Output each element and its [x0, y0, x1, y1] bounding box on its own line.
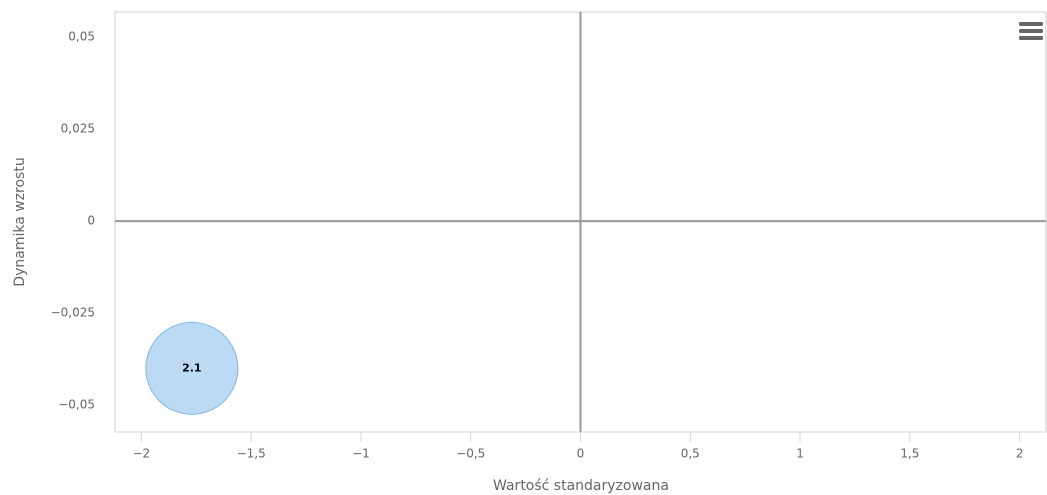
y-tick-label: 0 [87, 214, 95, 228]
y-tick-label: −0,05 [58, 398, 95, 412]
menu-button[interactable] [1019, 22, 1043, 40]
y-tick-label: 0,025 [61, 122, 95, 136]
x-tick-label: −0,5 [456, 447, 485, 461]
menu-bar [1019, 36, 1043, 40]
bubble-label: 2.1 [182, 361, 202, 374]
x-tick-label: −2 [132, 447, 150, 461]
menu-bar [1019, 29, 1043, 33]
x-tick-label: 1,5 [900, 447, 919, 461]
y-tick-label: 0,05 [68, 30, 95, 44]
x-tick-label: −1,5 [237, 447, 266, 461]
x-tick-label: 1 [796, 447, 804, 461]
y-tick-label: −0,025 [51, 306, 95, 320]
x-tick-label: 2 [1016, 447, 1024, 461]
x-tick-label: −1 [352, 447, 370, 461]
x-tick-label: 0 [577, 447, 585, 461]
menu-bar [1019, 22, 1043, 26]
x-tick-label: 0,5 [681, 447, 700, 461]
bubble [145, 321, 239, 415]
y-axis-title: Dynamika wzrostu [12, 157, 28, 286]
x-axis-title: Wartość standaryzowana [493, 478, 669, 494]
